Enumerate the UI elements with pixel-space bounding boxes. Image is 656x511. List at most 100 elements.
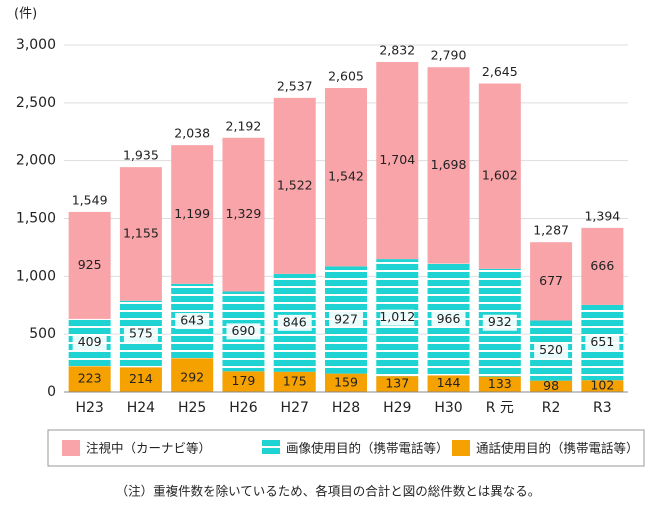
segment-label: 133 xyxy=(488,376,512,391)
bar-segment xyxy=(171,145,214,284)
segment-label: 1,199 xyxy=(174,206,210,221)
label-bg xyxy=(277,314,312,331)
bar-segment xyxy=(581,380,624,392)
segment-label: 214 xyxy=(129,371,153,386)
label-bg xyxy=(534,342,569,359)
total-label: 1,935 xyxy=(123,148,159,163)
bar-segment xyxy=(325,88,367,267)
segment-label: 690 xyxy=(232,323,256,338)
segment-label: 651 xyxy=(590,334,614,349)
label-bg xyxy=(482,314,517,331)
bar-segment xyxy=(376,376,419,392)
segment-label: 1,698 xyxy=(431,157,467,172)
segment-label: 666 xyxy=(590,258,614,273)
segment-label: 927 xyxy=(334,311,358,326)
legend-label: 画像使用目的（携帯電話等） xyxy=(286,441,449,456)
bar-segment xyxy=(581,227,624,305)
segment-label: 1,329 xyxy=(226,206,262,221)
label-bg xyxy=(226,323,261,340)
bar-segment xyxy=(119,167,162,301)
note: （注）重複件数を除いているため、各項目の合計と図の総件数とは異なる。 xyxy=(116,484,541,499)
bar-segment xyxy=(222,137,265,292)
segment-label: 179 xyxy=(232,373,256,388)
bar-segment xyxy=(478,376,521,392)
y-tick-label: 1,000 xyxy=(16,268,56,284)
label-bg xyxy=(123,325,158,342)
segment-label: 159 xyxy=(334,374,358,389)
bar-segment xyxy=(171,358,214,392)
label-bg xyxy=(175,313,210,330)
x-tick-label: H30 xyxy=(434,400,462,416)
y-tick-label: 3,000 xyxy=(16,37,56,53)
segment-label: 643 xyxy=(180,313,204,328)
label-bg xyxy=(431,311,466,328)
bar-segment xyxy=(325,373,367,392)
total-label: 2,038 xyxy=(174,126,210,141)
segment-label: 925 xyxy=(78,257,102,272)
total-label: 1,287 xyxy=(533,223,569,238)
total-label: 2,537 xyxy=(277,78,313,93)
segment-label: 292 xyxy=(180,370,204,385)
y-tick-label: 2,000 xyxy=(16,153,56,169)
x-tick-label: H26 xyxy=(229,400,257,416)
bar-segment xyxy=(119,367,162,392)
x-tick-label: H27 xyxy=(281,400,309,416)
unit-label: (件) xyxy=(14,7,37,22)
segment-label: 846 xyxy=(283,314,307,329)
segment-label: 677 xyxy=(539,273,563,288)
x-tick-label: R2 xyxy=(542,400,561,416)
segment-label: 102 xyxy=(590,378,614,393)
segment-label: 175 xyxy=(283,373,307,388)
segment-label: 1,542 xyxy=(328,169,364,184)
y-tick-label: 0 xyxy=(47,384,56,400)
total-label: 2,645 xyxy=(482,64,518,79)
total-label: 2,790 xyxy=(431,48,467,63)
y-tick-label: 2,500 xyxy=(16,95,56,111)
label-bg xyxy=(72,334,107,351)
y-tick-label: 1,500 xyxy=(16,211,56,227)
segment-label: 144 xyxy=(437,375,461,390)
segment-label: 575 xyxy=(129,325,153,340)
segment-label: 223 xyxy=(78,371,102,386)
total-label: 2,605 xyxy=(328,69,364,84)
x-tick-label: H28 xyxy=(332,400,360,416)
total-label: 2,192 xyxy=(226,118,262,133)
bar-segment xyxy=(427,375,470,392)
segment-label: 409 xyxy=(78,334,102,349)
segment-label: 1,155 xyxy=(123,225,159,240)
legend-box xyxy=(47,429,645,467)
label-bg xyxy=(329,311,363,328)
legend-swatch xyxy=(262,440,280,456)
x-tick-label: R3 xyxy=(593,400,612,416)
x-tick-label: H25 xyxy=(178,400,206,416)
bar-segment xyxy=(273,97,316,274)
total-label: 1,549 xyxy=(72,192,108,207)
x-tick-label: R 元 xyxy=(486,400,514,416)
bar-segment xyxy=(427,67,470,264)
total-label: 1,394 xyxy=(584,208,620,223)
x-tick-label: H24 xyxy=(127,400,155,416)
segment-label: 98 xyxy=(543,378,559,393)
bar-segment xyxy=(530,242,573,321)
legend-swatch xyxy=(452,440,470,456)
bar-segment xyxy=(68,366,111,392)
bar-segment xyxy=(530,380,573,392)
legend-label: 注視中（カーナビ等） xyxy=(86,441,211,456)
legend-swatch xyxy=(62,440,80,456)
bar-segment xyxy=(478,83,521,269)
segment-label: 1,522 xyxy=(277,177,313,192)
y-tick-label: 500 xyxy=(29,326,56,342)
x-tick-label: H23 xyxy=(75,400,103,416)
bar-segment xyxy=(376,62,419,260)
segment-label: 1,602 xyxy=(482,168,518,183)
segment-label: 1,012 xyxy=(379,309,415,324)
bar-segment xyxy=(273,371,316,392)
x-tick-label: H29 xyxy=(383,400,411,416)
label-bg xyxy=(585,334,620,351)
segment-label: 137 xyxy=(385,376,409,391)
total-label: 2,832 xyxy=(379,43,415,58)
segment-label: 932 xyxy=(488,314,512,329)
legend-label: 通話使用目的（携帯電話等） xyxy=(476,441,639,456)
bar-segment xyxy=(68,211,111,319)
